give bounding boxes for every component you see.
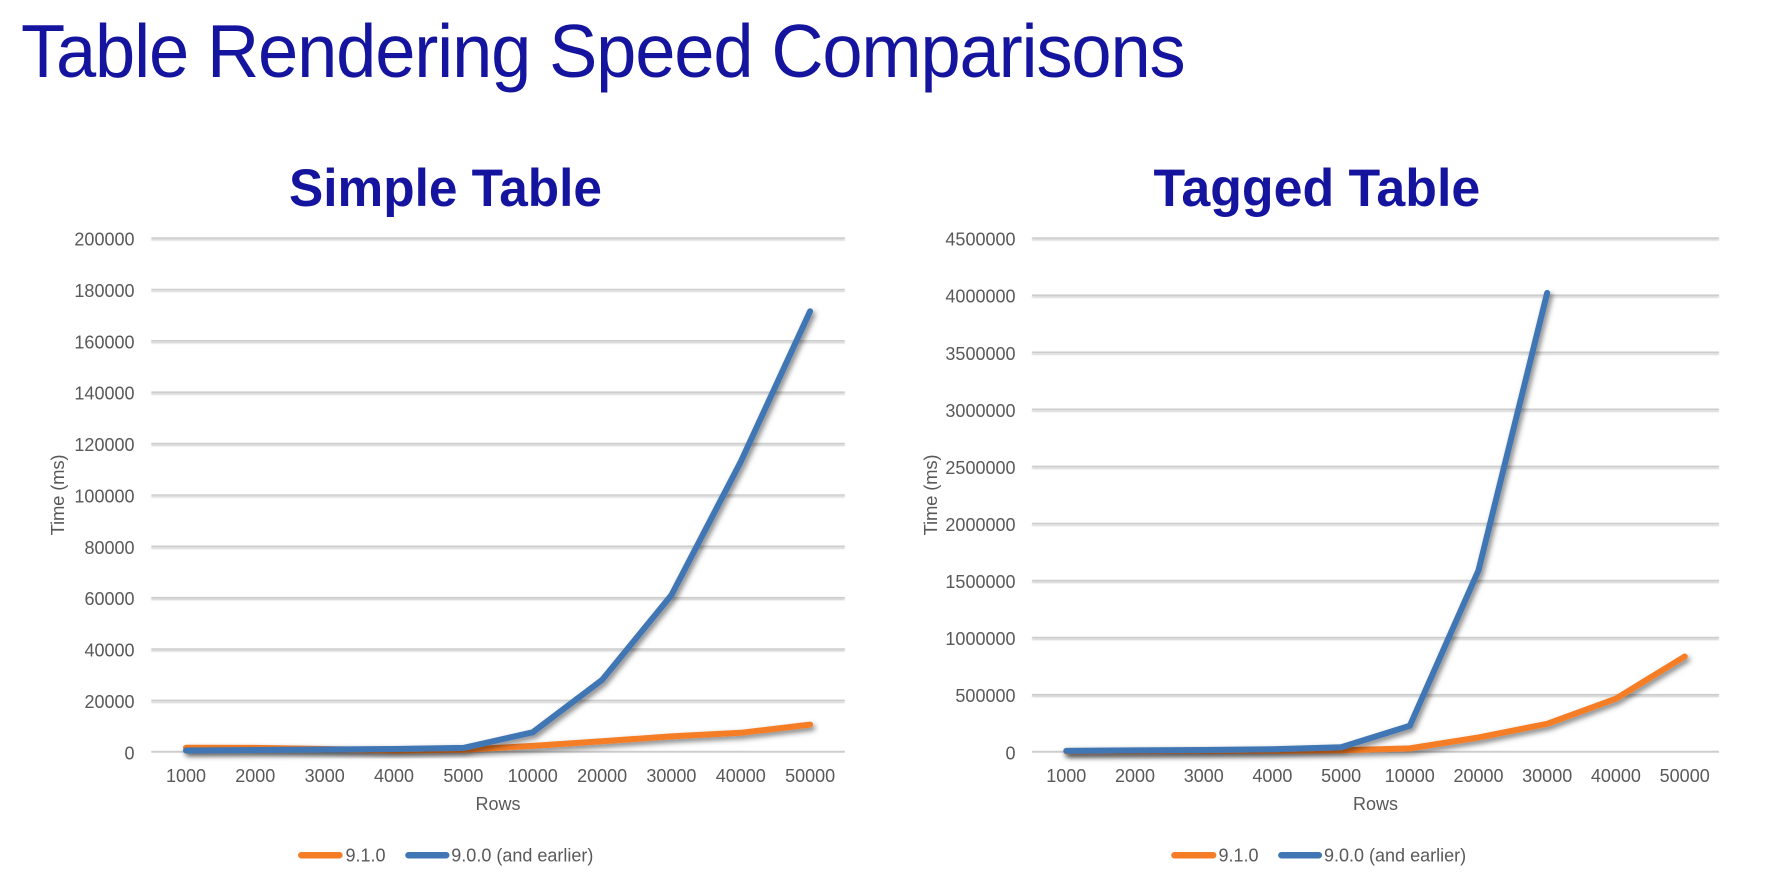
svg-text:9.0.0 (and earlier): 9.0.0 (and earlier) [451,846,593,866]
svg-text:10000: 10000 [508,766,558,786]
svg-text:1000: 1000 [166,766,206,786]
svg-text:180000: 180000 [74,281,134,301]
svg-text:Time (ms): Time (ms) [47,455,68,536]
svg-text:140000: 140000 [74,384,134,404]
svg-text:3000000: 3000000 [945,401,1015,421]
svg-text:5000: 5000 [443,766,483,786]
svg-text:9.1.0: 9.1.0 [1219,846,1259,866]
svg-text:160000: 160000 [74,332,134,352]
svg-text:3000: 3000 [1184,766,1224,786]
svg-text:2000: 2000 [1115,766,1155,786]
svg-text:2500000: 2500000 [945,458,1015,478]
svg-text:4000: 4000 [1252,766,1292,786]
svg-text:120000: 120000 [74,435,134,455]
svg-text:30000: 30000 [646,766,696,786]
svg-text:1500000: 1500000 [945,572,1015,592]
svg-text:40000: 40000 [716,766,766,786]
svg-text:0: 0 [1005,743,1015,763]
svg-text:50000: 50000 [785,766,835,786]
svg-text:20000: 20000 [1453,766,1503,786]
svg-text:Time (ms): Time (ms) [920,455,941,536]
svg-text:2000: 2000 [235,766,275,786]
svg-text:1000: 1000 [1046,766,1086,786]
svg-text:500000: 500000 [955,686,1015,706]
svg-text:20000: 20000 [577,766,627,786]
svg-text:9.1.0: 9.1.0 [346,846,386,866]
svg-text:200000: 200000 [74,230,134,250]
svg-text:0: 0 [124,743,134,763]
svg-text:9.0.0 (and earlier): 9.0.0 (and earlier) [1324,846,1466,866]
svg-text:Rows: Rows [1353,794,1398,814]
svg-text:4000000: 4000000 [945,287,1015,307]
svg-text:3000: 3000 [305,766,345,786]
svg-text:60000: 60000 [84,589,134,609]
svg-text:1000000: 1000000 [945,629,1015,649]
svg-text:100000: 100000 [74,487,134,507]
svg-text:3500000: 3500000 [945,344,1015,364]
svg-text:4000: 4000 [374,766,414,786]
svg-text:Rows: Rows [475,794,520,814]
svg-text:20000: 20000 [84,692,134,712]
svg-text:40000: 40000 [1591,766,1641,786]
svg-text:30000: 30000 [1522,766,1572,786]
svg-text:2000000: 2000000 [945,515,1015,535]
svg-text:50000: 50000 [1660,766,1710,786]
svg-text:4500000: 4500000 [945,230,1015,250]
svg-text:80000: 80000 [84,538,134,558]
svg-text:10000: 10000 [1385,766,1435,786]
svg-text:40000: 40000 [84,641,134,661]
svg-text:5000: 5000 [1321,766,1361,786]
